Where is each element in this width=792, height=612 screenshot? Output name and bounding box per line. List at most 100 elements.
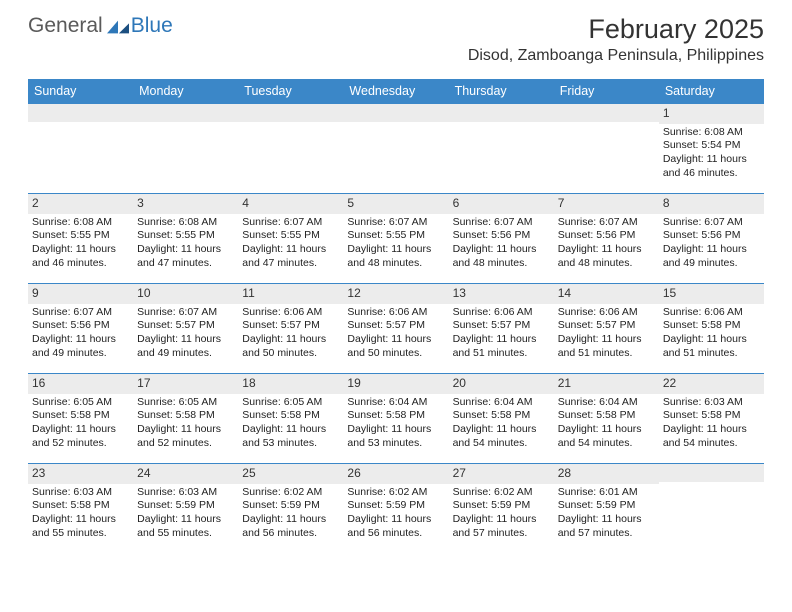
sunset-text: Sunset: 5:57 PM bbox=[242, 319, 339, 333]
day-cell bbox=[238, 104, 343, 194]
daylight-text: Daylight: 11 hours and 53 minutes. bbox=[347, 423, 444, 450]
month-title: February 2025 bbox=[468, 14, 764, 45]
sunrise-text: Sunrise: 6:03 AM bbox=[663, 396, 760, 410]
sunrise-text: Sunrise: 6:06 AM bbox=[453, 306, 550, 320]
day-cell: 10Sunrise: 6:07 AMSunset: 5:57 PMDayligh… bbox=[133, 284, 238, 374]
day-header-row: Sunday Monday Tuesday Wednesday Thursday… bbox=[28, 79, 764, 104]
day-number: 19 bbox=[343, 374, 448, 394]
day-cell: 12Sunrise: 6:06 AMSunset: 5:57 PMDayligh… bbox=[343, 284, 448, 374]
day-number bbox=[133, 104, 238, 122]
day-number bbox=[659, 464, 764, 482]
sunrise-text: Sunrise: 6:03 AM bbox=[32, 486, 129, 500]
day-number: 7 bbox=[554, 194, 659, 214]
sunrise-text: Sunrise: 6:05 AM bbox=[32, 396, 129, 410]
day-number: 20 bbox=[449, 374, 554, 394]
sunset-text: Sunset: 5:57 PM bbox=[137, 319, 234, 333]
sunset-text: Sunset: 5:56 PM bbox=[558, 229, 655, 243]
day-cell: 21Sunrise: 6:04 AMSunset: 5:58 PMDayligh… bbox=[554, 374, 659, 464]
sunset-text: Sunset: 5:59 PM bbox=[558, 499, 655, 513]
sunset-text: Sunset: 5:57 PM bbox=[453, 319, 550, 333]
sunset-text: Sunset: 5:56 PM bbox=[453, 229, 550, 243]
day-body: Sunrise: 6:07 AMSunset: 5:56 PMDaylight:… bbox=[449, 214, 554, 275]
day-body: Sunrise: 6:05 AMSunset: 5:58 PMDaylight:… bbox=[28, 394, 133, 455]
day-cell: 8Sunrise: 6:07 AMSunset: 5:56 PMDaylight… bbox=[659, 194, 764, 284]
week-row: 2Sunrise: 6:08 AMSunset: 5:55 PMDaylight… bbox=[28, 194, 764, 284]
daylight-text: Daylight: 11 hours and 53 minutes. bbox=[242, 423, 339, 450]
day-header: Saturday bbox=[659, 79, 764, 104]
day-number bbox=[554, 104, 659, 122]
sunrise-text: Sunrise: 6:02 AM bbox=[347, 486, 444, 500]
daylight-text: Daylight: 11 hours and 50 minutes. bbox=[242, 333, 339, 360]
week-row: 1Sunrise: 6:08 AMSunset: 5:54 PMDaylight… bbox=[28, 104, 764, 194]
daylight-text: Daylight: 11 hours and 51 minutes. bbox=[558, 333, 655, 360]
week-row: 16Sunrise: 6:05 AMSunset: 5:58 PMDayligh… bbox=[28, 374, 764, 464]
day-number: 2 bbox=[28, 194, 133, 214]
sunset-text: Sunset: 5:55 PM bbox=[32, 229, 129, 243]
day-number: 1 bbox=[659, 104, 764, 124]
calendar-table: Sunday Monday Tuesday Wednesday Thursday… bbox=[28, 79, 764, 554]
sunrise-text: Sunrise: 6:07 AM bbox=[32, 306, 129, 320]
day-cell: 17Sunrise: 6:05 AMSunset: 5:58 PMDayligh… bbox=[133, 374, 238, 464]
day-number: 11 bbox=[238, 284, 343, 304]
day-number: 24 bbox=[133, 464, 238, 484]
day-body: Sunrise: 6:07 AMSunset: 5:55 PMDaylight:… bbox=[238, 214, 343, 275]
daylight-text: Daylight: 11 hours and 54 minutes. bbox=[558, 423, 655, 450]
day-body: Sunrise: 6:03 AMSunset: 5:59 PMDaylight:… bbox=[133, 484, 238, 545]
sunset-text: Sunset: 5:58 PM bbox=[242, 409, 339, 423]
daylight-text: Daylight: 11 hours and 48 minutes. bbox=[347, 243, 444, 270]
sunset-text: Sunset: 5:56 PM bbox=[663, 229, 760, 243]
day-body: Sunrise: 6:04 AMSunset: 5:58 PMDaylight:… bbox=[449, 394, 554, 455]
day-cell bbox=[28, 104, 133, 194]
sunrise-text: Sunrise: 6:08 AM bbox=[663, 126, 760, 140]
day-number: 17 bbox=[133, 374, 238, 394]
day-number: 16 bbox=[28, 374, 133, 394]
daylight-text: Daylight: 11 hours and 46 minutes. bbox=[32, 243, 129, 270]
sunrise-text: Sunrise: 6:02 AM bbox=[453, 486, 550, 500]
sunrise-text: Sunrise: 6:07 AM bbox=[137, 306, 234, 320]
day-body: Sunrise: 6:07 AMSunset: 5:56 PMDaylight:… bbox=[28, 304, 133, 365]
day-body: Sunrise: 6:08 AMSunset: 5:55 PMDaylight:… bbox=[133, 214, 238, 275]
day-number bbox=[28, 104, 133, 122]
day-header: Tuesday bbox=[238, 79, 343, 104]
day-number: 18 bbox=[238, 374, 343, 394]
day-cell: 23Sunrise: 6:03 AMSunset: 5:58 PMDayligh… bbox=[28, 464, 133, 554]
daylight-text: Daylight: 11 hours and 51 minutes. bbox=[663, 333, 760, 360]
day-cell: 16Sunrise: 6:05 AMSunset: 5:58 PMDayligh… bbox=[28, 374, 133, 464]
daylight-text: Daylight: 11 hours and 48 minutes. bbox=[558, 243, 655, 270]
sunset-text: Sunset: 5:59 PM bbox=[347, 499, 444, 513]
day-cell: 3Sunrise: 6:08 AMSunset: 5:55 PMDaylight… bbox=[133, 194, 238, 284]
day-cell: 14Sunrise: 6:06 AMSunset: 5:57 PMDayligh… bbox=[554, 284, 659, 374]
day-number: 12 bbox=[343, 284, 448, 304]
day-body: Sunrise: 6:07 AMSunset: 5:56 PMDaylight:… bbox=[659, 214, 764, 275]
day-number: 5 bbox=[343, 194, 448, 214]
day-cell: 18 Sunrise: 6:05 AMSunset: 5:58 PMDayligh… bbox=[238, 374, 343, 464]
day-cell: 26Sunrise: 6:02 AMSunset: 5:59 PMDayligh… bbox=[343, 464, 448, 554]
day-body: Sunrise: 6:07 AMSunset: 5:55 PMDaylight:… bbox=[343, 214, 448, 275]
location-subtitle: Disod, Zamboanga Peninsula, Philippines bbox=[468, 47, 764, 65]
sunrise-text: Sunrise: 6:07 AM bbox=[453, 216, 550, 230]
day-cell: 4Sunrise: 6:07 AMSunset: 5:55 PMDaylight… bbox=[238, 194, 343, 284]
sunset-text: Sunset: 5:55 PM bbox=[347, 229, 444, 243]
sunrise-text: Sunrise: 6:06 AM bbox=[558, 306, 655, 320]
sunrise-text: Sunrise: 6:05 AM bbox=[242, 396, 339, 410]
sunrise-text: Sunrise: 6:04 AM bbox=[453, 396, 550, 410]
day-number: 10 bbox=[133, 284, 238, 304]
brand-part1: General bbox=[28, 14, 103, 38]
sunset-text: Sunset: 5:54 PM bbox=[663, 139, 760, 153]
day-body: Sunrise: 6:03 AMSunset: 5:58 PMDaylight:… bbox=[659, 394, 764, 455]
week-row: 23Sunrise: 6:03 AMSunset: 5:58 PMDayligh… bbox=[28, 464, 764, 554]
day-number: 21 bbox=[554, 374, 659, 394]
sunset-text: Sunset: 5:58 PM bbox=[32, 409, 129, 423]
day-body: Sunrise: 6:06 AMSunset: 5:57 PMDaylight:… bbox=[449, 304, 554, 365]
daylight-text: Daylight: 11 hours and 50 minutes. bbox=[347, 333, 444, 360]
day-body: Sunrise: 6:08 AMSunset: 5:55 PMDaylight:… bbox=[28, 214, 133, 275]
sunrise-text: Sunrise: 6:04 AM bbox=[347, 396, 444, 410]
day-body: Sunrise: 6:04 AMSunset: 5:58 PMDaylight:… bbox=[554, 394, 659, 455]
brand-part2: Blue bbox=[131, 14, 173, 38]
header: General Blue February 2025 Disod, Zamboa… bbox=[0, 0, 792, 71]
sunrise-text: Sunrise: 6:03 AM bbox=[137, 486, 234, 500]
sunrise-text: Sunrise: 6:07 AM bbox=[242, 216, 339, 230]
brand-logo: General Blue bbox=[28, 14, 173, 38]
sunset-text: Sunset: 5:59 PM bbox=[242, 499, 339, 513]
sunset-text: Sunset: 5:57 PM bbox=[347, 319, 444, 333]
